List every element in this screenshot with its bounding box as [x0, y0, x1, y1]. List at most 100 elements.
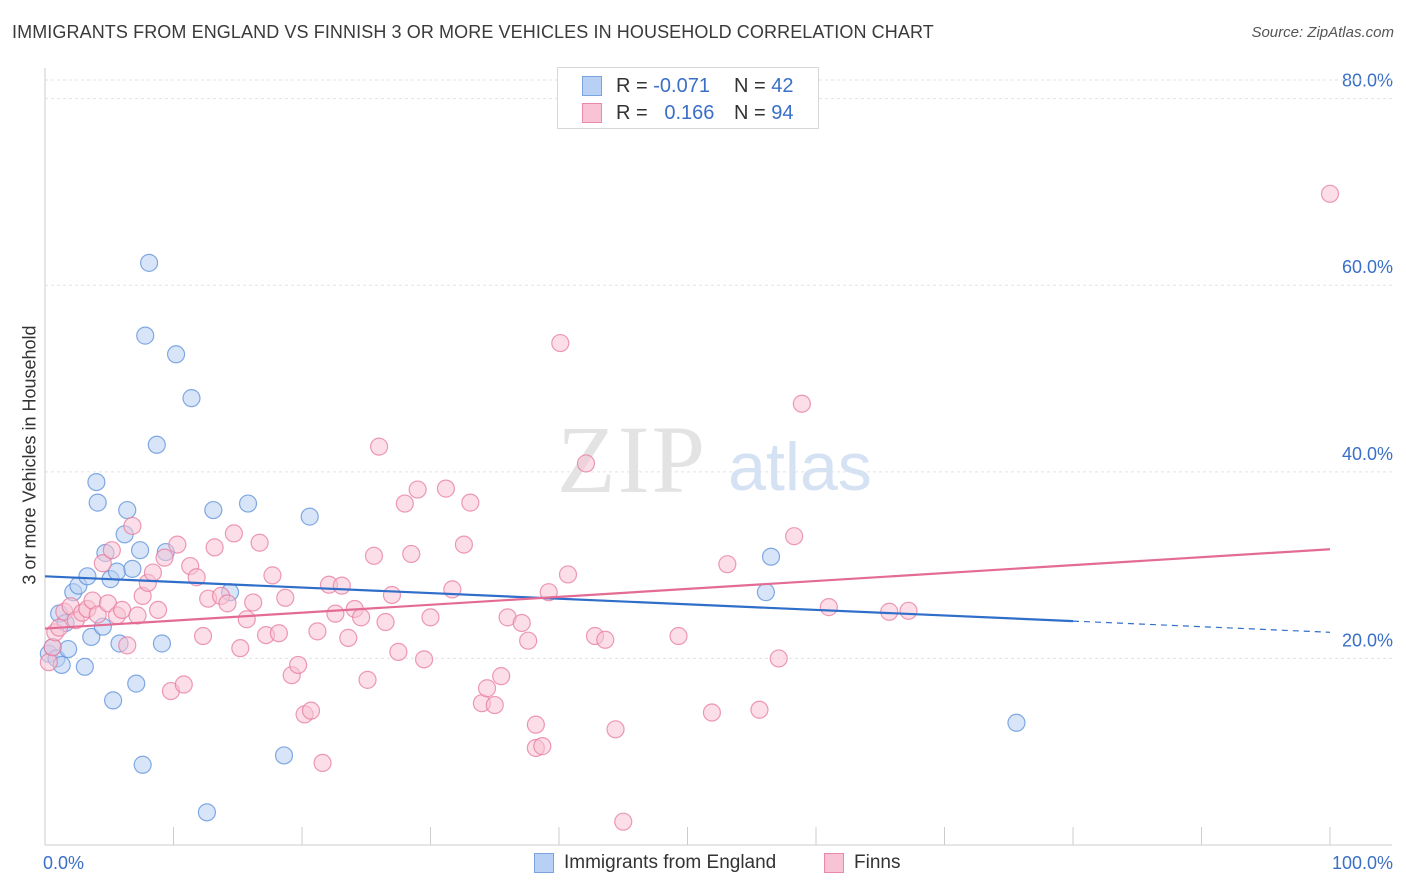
finns-point — [112, 600, 132, 620]
finns-point — [551, 333, 570, 353]
finns-point — [123, 516, 142, 536]
england-point — [87, 472, 106, 492]
england-point — [274, 746, 294, 765]
legend-label-finns: Finns — [854, 852, 901, 873]
finns-point — [669, 626, 688, 646]
finns-point — [454, 535, 474, 554]
y-tick-label: 20.0% — [1342, 630, 1393, 650]
finns-point — [269, 624, 288, 643]
england-point — [118, 500, 137, 520]
finns-point — [402, 544, 421, 564]
finns-point — [526, 715, 545, 734]
finns-trend-line — [44, 548, 1331, 630]
england-point — [238, 494, 258, 513]
finns-point — [519, 631, 538, 650]
finns-point — [477, 679, 497, 698]
finns-point — [118, 636, 137, 655]
finns-point — [174, 675, 193, 694]
finns-point — [819, 598, 838, 617]
finns-point — [168, 535, 187, 554]
r-value-england: -0.071 — [653, 74, 710, 97]
england-point — [78, 567, 97, 586]
england-point — [59, 639, 78, 659]
england-point — [104, 691, 123, 710]
england-point — [166, 345, 186, 364]
finns-point — [339, 628, 358, 647]
n-value-finns: 94 — [771, 101, 794, 124]
england-point — [136, 326, 155, 345]
finns-point — [143, 563, 163, 582]
england-point — [204, 500, 223, 520]
legend-row-england: R = -0.071 N = 42 — [582, 73, 794, 99]
finns-point — [218, 594, 237, 613]
england-point — [300, 507, 319, 526]
finns-point — [421, 608, 440, 627]
finns-point — [250, 533, 269, 552]
england-point — [88, 493, 107, 512]
england-point — [130, 541, 150, 560]
legend-swatch-england — [582, 76, 602, 96]
finns-point — [39, 653, 58, 672]
source-credit: Source: ZipAtlas.com — [1251, 24, 1394, 41]
finns-point — [155, 548, 174, 567]
england-point — [147, 435, 166, 454]
chart-title: IMMIGRANTS FROM ENGLAND VS FINNISH 3 OR … — [12, 22, 934, 42]
y-tick-label: 40.0% — [1342, 444, 1393, 464]
finns-point — [370, 437, 389, 456]
finns-point — [205, 538, 224, 557]
england-trend-extension — [1072, 620, 1331, 633]
finns-point — [461, 493, 480, 512]
finns-point — [193, 626, 213, 646]
england-point — [139, 253, 159, 272]
finns-point — [596, 630, 615, 649]
finns-point — [358, 670, 377, 689]
finns-point — [614, 812, 633, 831]
n-label: N = — [734, 74, 766, 97]
finns-point — [492, 667, 511, 686]
n-value-england: 42 — [771, 74, 794, 97]
finns-point — [395, 494, 414, 513]
finns-point — [276, 588, 295, 607]
legend-swatch-finns — [824, 853, 844, 873]
england-point — [756, 583, 775, 602]
finns-point — [414, 650, 434, 669]
legend-item-england[interactable]: Immigrants from England — [534, 852, 776, 874]
legend-swatch-england — [534, 853, 554, 873]
r-label: R = — [616, 74, 648, 97]
finns-point — [576, 454, 596, 473]
finns-point — [408, 480, 427, 499]
r-value-finns: 0.166 — [664, 101, 715, 124]
finns-point — [102, 541, 121, 560]
finns-point — [313, 753, 332, 773]
finns-point — [382, 585, 402, 605]
finns-point — [289, 655, 308, 675]
legend-item-finns[interactable]: Finns — [824, 852, 900, 874]
finns-point — [533, 737, 552, 756]
england-point — [197, 803, 217, 822]
finns-point — [376, 612, 395, 632]
finns-point — [792, 394, 811, 413]
england-point — [123, 559, 142, 578]
england-trend-line — [44, 575, 1074, 623]
finns-point — [364, 546, 384, 565]
finns-point — [231, 639, 250, 658]
finns-point — [558, 565, 578, 584]
finns-point — [326, 604, 345, 623]
legend-label-england: Immigrants from England — [564, 852, 777, 873]
england-point — [182, 389, 201, 408]
finns-point — [148, 600, 168, 620]
r-label: R = — [616, 101, 648, 124]
finns-point — [485, 695, 504, 715]
y-tick-label: 60.0% — [1342, 257, 1393, 277]
england-point — [82, 627, 101, 647]
finns-point — [389, 642, 408, 661]
england-point — [75, 657, 94, 676]
england-point — [1007, 713, 1026, 732]
england-point — [127, 674, 146, 693]
finns-point — [1320, 184, 1340, 203]
x-tick-label-min: 0.0% — [43, 853, 84, 873]
correlation-legend: R = -0.071 N = 42 R = 0.166 N = 94 — [557, 67, 819, 129]
finns-point — [128, 606, 147, 625]
finns-point — [606, 720, 625, 739]
